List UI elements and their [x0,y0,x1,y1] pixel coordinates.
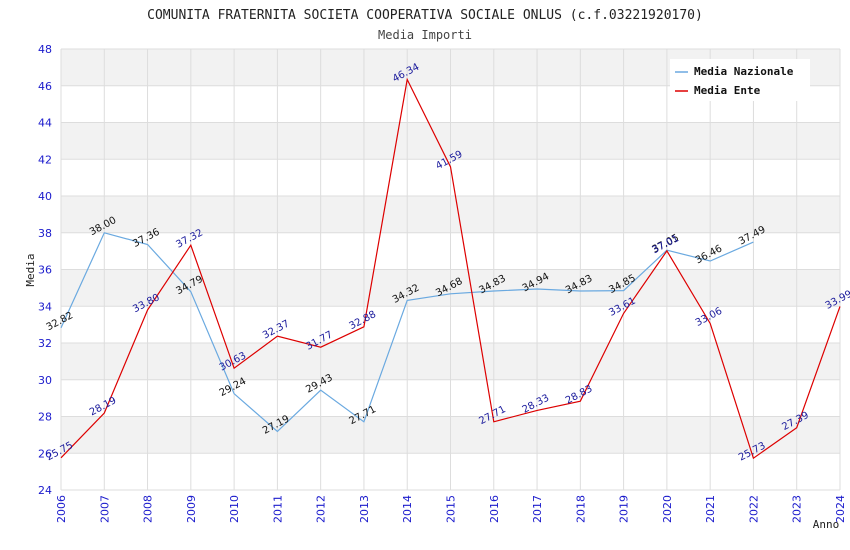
x-tick-label: 2022 [747,495,760,523]
legend: Media Nazionale Media Ente [670,59,810,101]
legend-label-media-nazionale: Media Nazionale [694,65,794,78]
y-tick-label: 30 [38,374,52,387]
y-tick-label: 24 [38,484,52,497]
x-tick-label: 2009 [185,495,198,523]
y-tick-label: 34 [38,300,52,313]
gridlines [60,48,841,491]
x-tick-label: 2017 [531,495,544,523]
y-axis-ticks: 24 26 28 30 32 34 36 38 40 42 44 46 48 [38,43,52,497]
legend-box [670,59,810,101]
y-tick-label: 26 [38,447,52,460]
x-tick-label: 2023 [791,495,804,523]
y-tick-label: 40 [38,190,52,203]
series-lines [60,77,841,460]
x-tick-label: 2006 [55,495,68,523]
y-tick-label: 42 [38,153,52,166]
x-tick-label: 2013 [358,495,371,523]
x-axis-label: Anno [813,518,840,531]
x-tick-label: 2018 [574,495,587,523]
x-tick-label: 2019 [618,495,631,523]
y-tick-label: 48 [38,43,52,56]
chart-subtitle: Media Importi [378,28,472,42]
y-tick-label: 36 [38,264,52,277]
y-tick-label: 46 [38,80,52,93]
x-tick-label: 2014 [401,495,414,523]
x-tick-label: 2015 [445,495,458,523]
x-tick-label: 2012 [315,495,328,523]
x-tick-label: 2024 [834,495,847,523]
x-tick-label: 2016 [488,495,501,523]
y-tick-label: 32 [38,337,52,350]
x-tick-label: 2011 [271,495,284,523]
y-tick-label: 44 [38,117,52,130]
y-axis-label: Media [24,253,37,286]
chart-title: COMUNITA FRATERNITA SOCIETA COOPERATIVA … [147,8,703,23]
series-line-media-nazionale [60,232,754,433]
x-tick-label: 2020 [661,495,674,523]
x-tick-label: 2008 [142,495,155,523]
x-axis-ticks: 2006 2007 2008 2009 2010 2011 2012 2013 2014 2015… [55,495,847,523]
series-line-media-ente [60,77,841,460]
legend-label-media-ente: Media Ente [694,84,761,97]
x-tick-label: 2021 [704,495,717,523]
x-tick-label: 2010 [228,495,241,523]
y-tick-label: 38 [38,227,52,240]
y-tick-label: 28 [38,411,52,424]
x-tick-label: 2007 [98,495,111,523]
